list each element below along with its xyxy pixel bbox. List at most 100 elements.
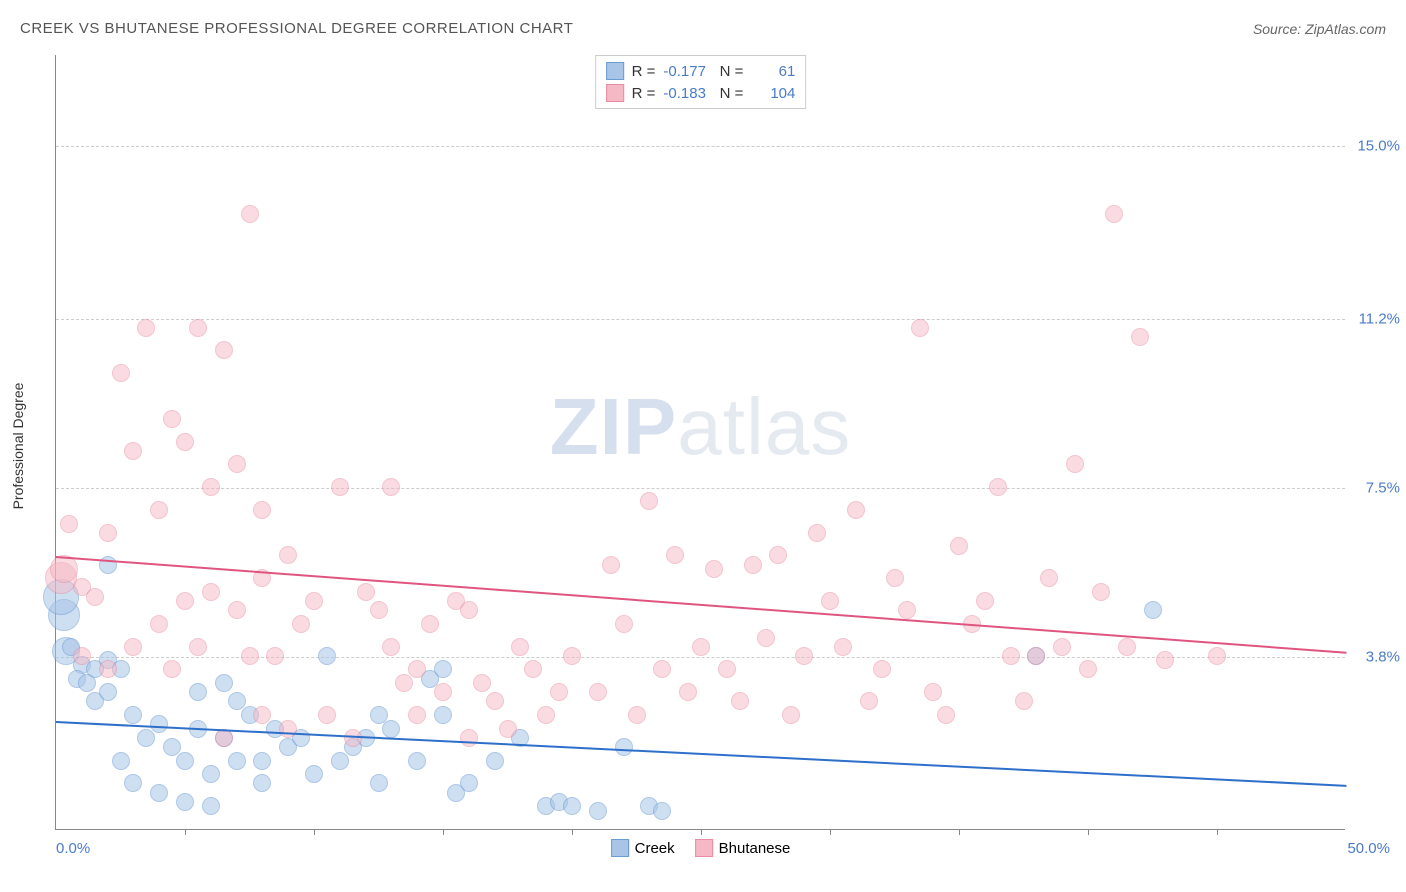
x-tick bbox=[959, 829, 960, 835]
data-point bbox=[266, 647, 284, 665]
data-point bbox=[976, 592, 994, 610]
data-point bbox=[486, 692, 504, 710]
data-point bbox=[718, 660, 736, 678]
legend-swatch bbox=[606, 62, 624, 80]
data-point bbox=[382, 478, 400, 496]
x-tick bbox=[1217, 829, 1218, 835]
data-point bbox=[537, 706, 555, 724]
data-point bbox=[228, 601, 246, 619]
legend-n-label: N = bbox=[715, 85, 743, 102]
legend-row: R = -0.183 N = 104 bbox=[606, 82, 796, 104]
data-point bbox=[1015, 692, 1033, 710]
data-point bbox=[873, 660, 891, 678]
data-point bbox=[99, 660, 117, 678]
data-point bbox=[1079, 660, 1097, 678]
data-point bbox=[124, 774, 142, 792]
data-point bbox=[989, 478, 1007, 496]
data-point bbox=[370, 706, 388, 724]
data-point bbox=[86, 588, 104, 606]
data-point bbox=[640, 492, 658, 510]
data-point bbox=[241, 647, 259, 665]
data-point bbox=[666, 546, 684, 564]
data-point bbox=[124, 442, 142, 460]
data-point bbox=[434, 660, 452, 678]
data-point bbox=[782, 706, 800, 724]
data-point bbox=[176, 592, 194, 610]
data-point bbox=[821, 592, 839, 610]
x-tick bbox=[701, 829, 702, 835]
data-point bbox=[176, 752, 194, 770]
data-point bbox=[305, 765, 323, 783]
data-point bbox=[279, 546, 297, 564]
data-point bbox=[563, 647, 581, 665]
x-tick bbox=[830, 829, 831, 835]
data-point bbox=[731, 692, 749, 710]
data-point bbox=[202, 478, 220, 496]
legend-swatch bbox=[606, 84, 624, 102]
data-point bbox=[408, 706, 426, 724]
x-axis-min-label: 0.0% bbox=[56, 840, 90, 857]
data-point bbox=[124, 706, 142, 724]
data-point bbox=[615, 615, 633, 633]
data-point bbox=[73, 647, 91, 665]
x-tick bbox=[443, 829, 444, 835]
data-point bbox=[808, 524, 826, 542]
grid-line bbox=[56, 488, 1345, 489]
data-point bbox=[112, 364, 130, 382]
data-point bbox=[653, 660, 671, 678]
data-point bbox=[60, 515, 78, 533]
data-point bbox=[137, 729, 155, 747]
data-point bbox=[112, 752, 130, 770]
data-point bbox=[524, 660, 542, 678]
x-axis-max-label: 50.0% bbox=[1347, 840, 1390, 857]
data-point bbox=[176, 793, 194, 811]
data-point bbox=[253, 774, 271, 792]
legend-row: R = -0.177 N = 61 bbox=[606, 60, 796, 82]
data-point bbox=[602, 556, 620, 574]
x-tick bbox=[185, 829, 186, 835]
data-point bbox=[434, 683, 452, 701]
data-point bbox=[834, 638, 852, 656]
data-point bbox=[253, 706, 271, 724]
data-point bbox=[460, 729, 478, 747]
data-point bbox=[292, 615, 310, 633]
data-point bbox=[1002, 647, 1020, 665]
data-point bbox=[1092, 583, 1110, 601]
legend-swatch bbox=[611, 839, 629, 857]
data-point bbox=[99, 524, 117, 542]
data-point bbox=[563, 797, 581, 815]
legend-r-value: -0.177 bbox=[663, 63, 707, 80]
data-point bbox=[898, 601, 916, 619]
grid-line bbox=[56, 146, 1345, 147]
data-point bbox=[615, 738, 633, 756]
x-tick bbox=[314, 829, 315, 835]
data-point bbox=[589, 683, 607, 701]
data-point bbox=[705, 560, 723, 578]
series-legend-item: Creek bbox=[611, 839, 675, 857]
data-point bbox=[1131, 328, 1149, 346]
data-point bbox=[189, 319, 207, 337]
correlation-legend: R = -0.177 N = 61R = -0.183 N = 104 bbox=[595, 55, 807, 109]
data-point bbox=[757, 629, 775, 647]
legend-swatch bbox=[695, 839, 713, 857]
data-point bbox=[137, 319, 155, 337]
data-point bbox=[189, 683, 207, 701]
data-point bbox=[382, 720, 400, 738]
data-point bbox=[318, 647, 336, 665]
y-tick-label: 11.2% bbox=[1350, 311, 1400, 328]
data-point bbox=[692, 638, 710, 656]
data-point bbox=[150, 501, 168, 519]
data-point bbox=[215, 341, 233, 359]
data-point bbox=[163, 410, 181, 428]
data-point bbox=[331, 478, 349, 496]
y-tick-label: 3.8% bbox=[1350, 648, 1400, 665]
source-attribution: Source: ZipAtlas.com bbox=[1253, 21, 1386, 37]
legend-r-label: R = bbox=[632, 85, 656, 102]
data-point bbox=[99, 683, 117, 701]
data-point bbox=[860, 692, 878, 710]
title-bar: CREEK VS BHUTANESE PROFESSIONAL DEGREE C… bbox=[20, 20, 1386, 37]
data-point bbox=[78, 674, 96, 692]
data-point bbox=[163, 660, 181, 678]
data-point bbox=[228, 752, 246, 770]
data-point bbox=[744, 556, 762, 574]
